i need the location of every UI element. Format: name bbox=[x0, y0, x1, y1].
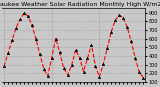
Title: Milwaukee Weather Solar Radiation Monthly High W/m2: Milwaukee Weather Solar Radiation Monthl… bbox=[0, 2, 160, 7]
